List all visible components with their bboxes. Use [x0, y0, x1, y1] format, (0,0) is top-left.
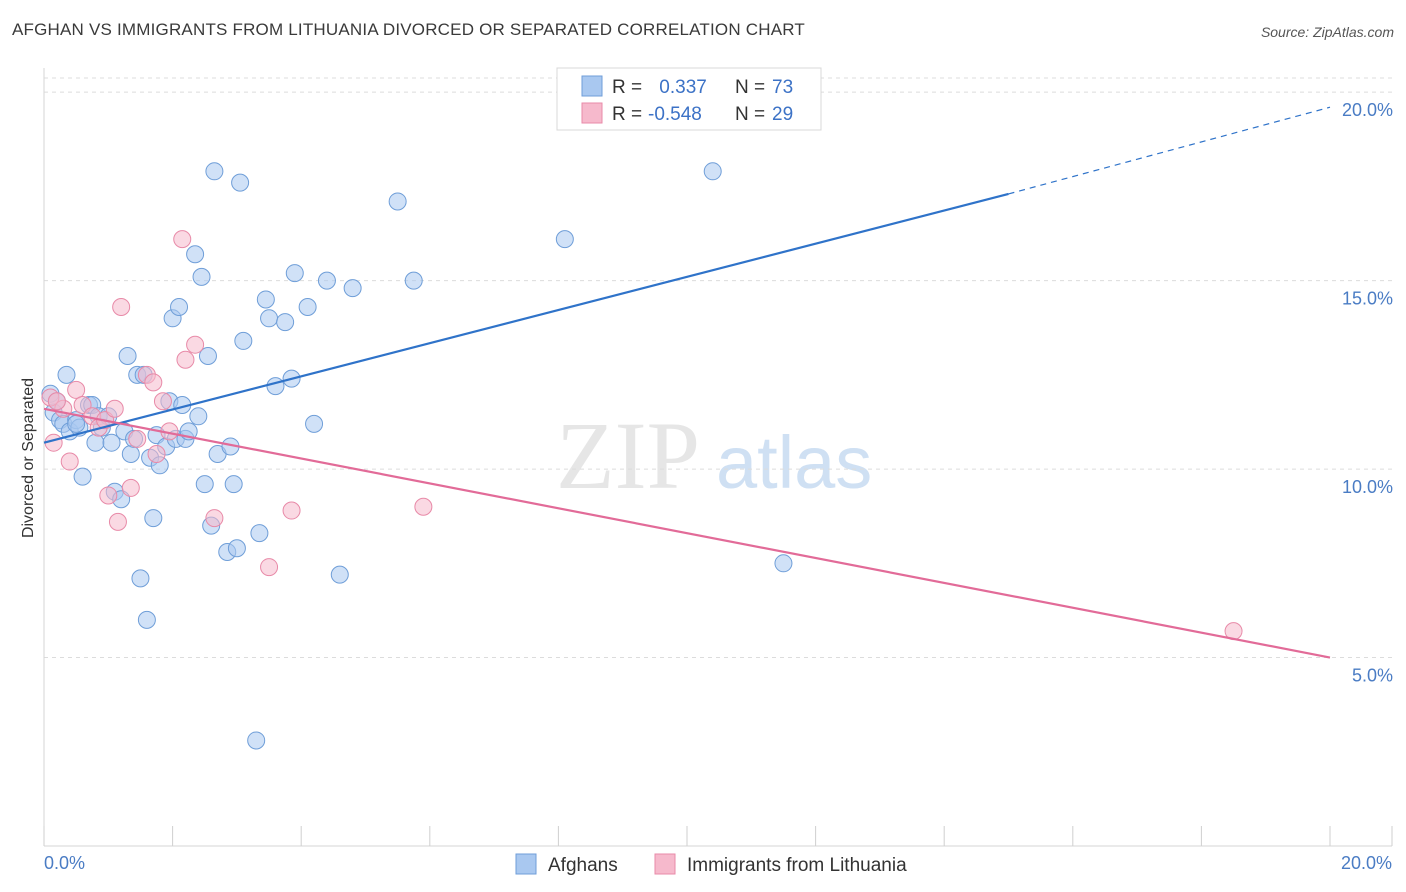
afghans-point — [102, 433, 121, 452]
lithuania-point — [260, 558, 279, 577]
legend-r-label-2: R = — [612, 104, 642, 125]
legend-r-value-1: 0.337 — [654, 77, 707, 98]
lithuania-point — [153, 392, 172, 411]
afghans-point — [192, 267, 211, 286]
legend-n-value-2: 29 — [772, 104, 793, 125]
afghans-point — [266, 377, 285, 396]
afghans-point — [231, 173, 250, 192]
afghans-point — [86, 433, 105, 452]
afghans-point — [305, 414, 324, 433]
afghans-point — [555, 230, 574, 249]
afghans-point — [189, 407, 208, 426]
lithuania-point — [173, 230, 192, 249]
afghans-trend-extension — [1008, 106, 1331, 195]
afghans-point — [256, 290, 275, 309]
y-axis-label: Divorced or Separated — [20, 378, 37, 538]
lithuania-point — [108, 512, 127, 531]
afghans-trend-line — [43, 192, 1009, 444]
afghans-point — [195, 475, 214, 494]
afghans-point — [343, 279, 362, 298]
afghans-point — [137, 610, 156, 629]
afghans-point — [224, 475, 243, 494]
afghans-point — [118, 347, 137, 365]
lithuania-point — [112, 298, 131, 316]
afghans-point — [144, 509, 163, 528]
x-tick-label-max: 20.0% — [1341, 853, 1392, 873]
y-tick-label: 10.0% — [1342, 477, 1393, 497]
afghans-point — [121, 445, 140, 463]
chart-title: AFGHAN VS IMMIGRANTS FROM LITHUANIA DIVO… — [12, 20, 805, 39]
legend-series: Afghans Immigrants from Lithuania — [515, 853, 907, 876]
afghans-point — [205, 162, 224, 181]
lithuania-point — [60, 452, 79, 471]
lithuania-point — [147, 445, 166, 463]
y-tick-label: 15.0% — [1342, 289, 1393, 309]
lithuania-point — [47, 392, 66, 411]
source-label: Source: ZipAtlas.com — [1260, 24, 1394, 40]
x-ticks — [43, 826, 1393, 846]
afghans-point — [250, 524, 269, 543]
lithuania-point — [99, 486, 118, 505]
afghans-point — [404, 271, 423, 290]
afghans-point — [198, 347, 217, 365]
bottom-legend-label-lithuania: Immigrants from Lithuania — [687, 855, 907, 876]
bottom-legend-swatch-lithuania — [654, 853, 676, 875]
afghans-point — [227, 539, 246, 558]
afghans-point — [774, 554, 793, 573]
afghans-point — [186, 245, 205, 264]
lithuania-point — [186, 335, 205, 354]
legend-swatch-lithuania — [581, 102, 603, 124]
legend-n-value-1: 73 — [772, 77, 793, 98]
lithuania-point — [144, 373, 163, 392]
afghans-point — [73, 467, 92, 486]
watermark-atlas: atlas — [716, 421, 872, 504]
y-tick-label: 5.0% — [1352, 666, 1393, 686]
lithuania-point — [105, 399, 124, 418]
y-tick-labels: 5.0% 10.0% 15.0% 20.0% — [1342, 100, 1393, 685]
afghans-point — [317, 271, 336, 290]
afghans-point — [67, 414, 86, 433]
afghans-point — [703, 162, 722, 181]
afghans-point — [57, 365, 76, 384]
bottom-legend-swatch-afghans — [515, 853, 537, 875]
axes — [43, 68, 1392, 847]
afghans-point — [131, 569, 150, 588]
afghans-point — [247, 731, 266, 750]
afghans-point — [298, 298, 317, 316]
afghans-point — [285, 264, 304, 283]
trend-lines — [43, 106, 1331, 659]
afghans-point — [276, 313, 295, 332]
lithuania-point — [205, 509, 224, 528]
bottom-legend-label-afghans: Afghans — [548, 855, 618, 876]
watermark-zip: ZIP — [556, 402, 700, 509]
lithuania-point — [128, 429, 147, 448]
lithuania-trend-line — [43, 407, 1331, 659]
x-tick-label-min: 0.0% — [44, 853, 85, 873]
afghans-point — [388, 192, 407, 211]
afghans-point — [170, 298, 189, 316]
legend-swatch-afghans — [581, 75, 603, 97]
lithuania-point — [282, 501, 301, 520]
legend-n-label-1: N = — [735, 77, 765, 98]
lithuania-point — [176, 350, 195, 369]
y-tick-label: 20.0% — [1342, 100, 1393, 120]
lithuania-point — [121, 478, 140, 497]
series-lithuania-points — [41, 230, 1243, 641]
lithuania-point — [67, 380, 86, 399]
afghans-point — [234, 331, 253, 350]
lithuania-point — [414, 497, 433, 516]
afghans-point — [330, 565, 349, 584]
legend-n-label-2: N = — [735, 104, 765, 125]
legend-r-value-2: -0.548 — [648, 104, 702, 125]
legend-stats: R = 0.337 N = 73 R = -0.548 N = 29 — [556, 67, 822, 131]
afghans-point — [260, 309, 279, 328]
legend-r-label-1: R = — [612, 77, 642, 98]
